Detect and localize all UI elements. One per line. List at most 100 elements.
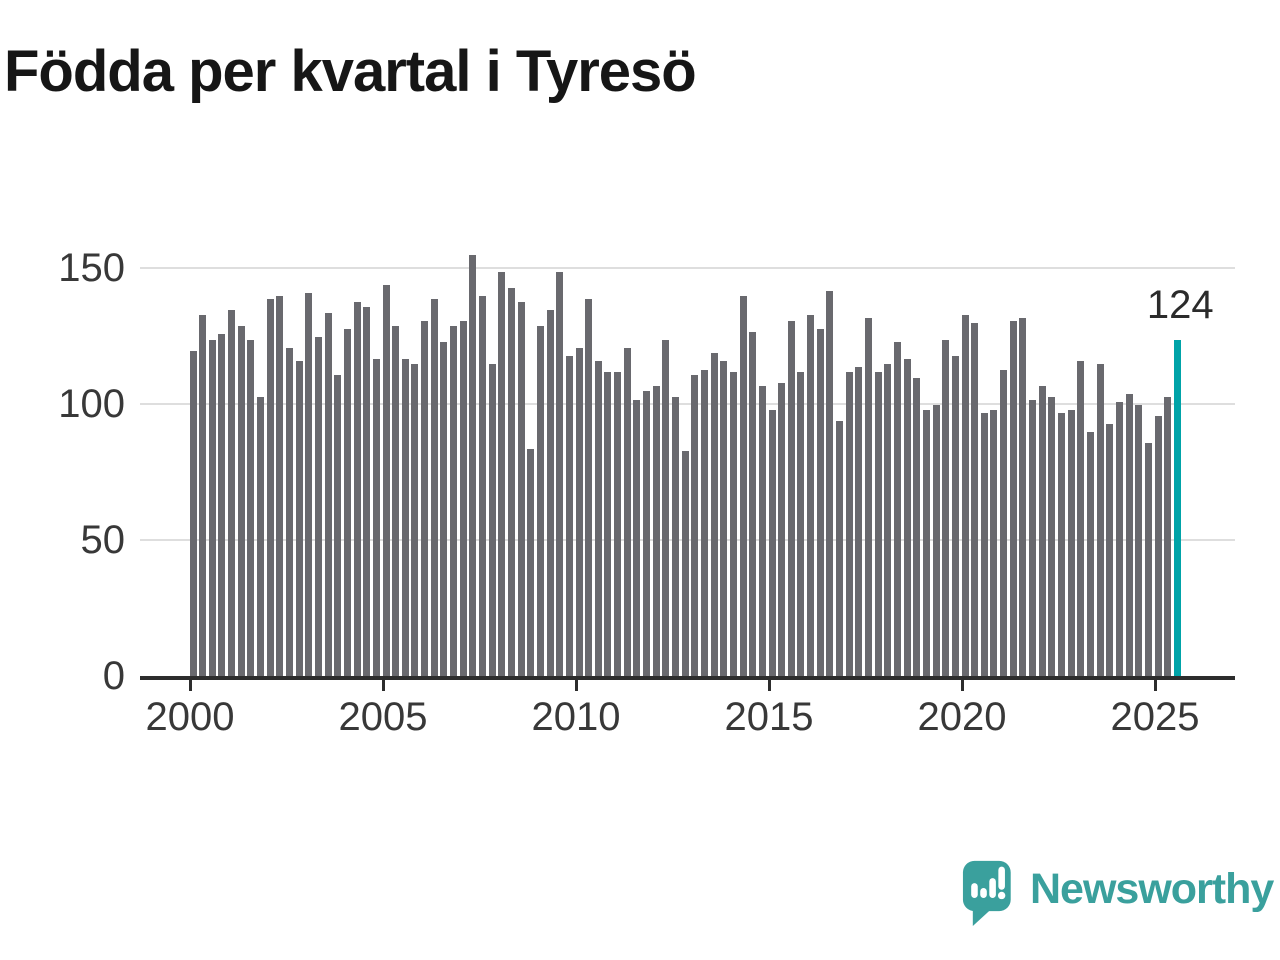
bar-2016-q4	[836, 421, 844, 677]
bar-2022-q4	[1067, 410, 1075, 677]
x-tick-2005	[381, 678, 385, 691]
bar-2014-q2	[739, 296, 747, 677]
brand-name: Newsworthy	[1030, 864, 1274, 913]
bar-2022-q1	[1038, 386, 1046, 677]
bar-2013-q2	[700, 370, 708, 677]
bar-2008-q4	[527, 449, 535, 677]
bar-2004-q2	[353, 302, 361, 677]
bar-2019-q1	[922, 410, 930, 677]
highlight-value-label: 124	[1146, 283, 1214, 327]
bar-2017-q3	[865, 318, 872, 677]
bar-2018-q3	[903, 359, 911, 677]
bar-2002-q4	[295, 361, 303, 677]
bar-2000-q2	[199, 315, 207, 677]
bar-2020-q2	[971, 323, 979, 677]
bar-2024-q1	[1115, 402, 1123, 677]
bar-2007-q3	[479, 296, 486, 677]
bar-2001-q4	[257, 397, 265, 677]
y-tick-label-100: 100	[58, 382, 125, 426]
x-tick-label-2000: 2000	[145, 695, 235, 739]
bar-2004-q1	[343, 329, 351, 677]
bar-2006-q1	[421, 321, 429, 677]
newsworthy-logo-icon	[962, 860, 1011, 926]
bar-2001-q1	[228, 310, 236, 677]
bar-2005-q3	[401, 359, 409, 677]
gridline-150	[140, 267, 1235, 269]
bar-2024-q2	[1125, 394, 1133, 677]
y-tick-label-150: 150	[58, 246, 125, 290]
x-tick-2010	[574, 678, 578, 691]
bar-2012-q2	[662, 340, 670, 677]
bar-2008-q3	[517, 302, 525, 677]
bar-2002-q1	[266, 299, 274, 677]
bar-2009-q1	[536, 326, 544, 677]
bar-2015-q1	[768, 410, 776, 677]
bar-2012-q4	[681, 451, 689, 677]
bar-2015-q2	[778, 383, 786, 677]
bar-2011-q2	[623, 348, 631, 677]
bar-2020-q4	[990, 410, 998, 677]
bar-2010-q1	[575, 348, 583, 677]
bar-2007-q1	[459, 321, 467, 677]
y-tick-label-0: 0	[102, 654, 125, 698]
bar-2006-q2	[430, 299, 438, 677]
x-axis-line	[140, 676, 1235, 680]
bar-2022-q3	[1058, 413, 1065, 677]
bar-2001-q3	[247, 340, 255, 677]
bar-2009-q4	[565, 356, 573, 677]
bar-2006-q3	[440, 342, 448, 677]
bar-2003-q4	[334, 375, 342, 677]
brand-footer: Newsworthy	[958, 858, 1274, 928]
x-tick-label-2020: 2020	[917, 695, 1007, 739]
bar-2016-q2	[816, 329, 824, 677]
bar-2015-q4	[797, 372, 805, 677]
bar-2011-q3	[633, 400, 641, 677]
bar-2012-q3	[672, 397, 679, 677]
bar-2003-q2	[314, 337, 322, 677]
bar-2002-q2	[276, 296, 284, 677]
bar-2005-q2	[392, 326, 400, 677]
bar-2010-q3	[594, 361, 602, 677]
bar-2016-q3	[826, 291, 834, 677]
bar-2013-q4	[720, 361, 728, 677]
x-tick-label-2015: 2015	[724, 695, 814, 739]
bar-2023-q3	[1096, 364, 1104, 677]
bar-2025-q3	[1173, 340, 1181, 677]
bar-2001-q2	[237, 326, 245, 677]
bar-2003-q3	[324, 313, 332, 677]
bar-2020-q1	[961, 315, 969, 677]
bar-2024-q3	[1135, 405, 1143, 677]
bar-2009-q2	[546, 310, 554, 677]
bar-2000-q4	[218, 334, 226, 677]
x-tick-2015	[767, 678, 771, 691]
bar-2013-q3	[710, 353, 718, 677]
bar-2005-q4	[411, 364, 419, 677]
bar-2010-q4	[604, 372, 612, 677]
bar-2006-q4	[450, 326, 458, 677]
bar-2021-q1	[1000, 370, 1008, 677]
x-tick-2020	[960, 678, 964, 691]
bar-2008-q1	[498, 272, 506, 677]
bar-2025-q1	[1154, 416, 1162, 677]
x-tick-2025	[1153, 678, 1157, 691]
bar-2017-q1	[845, 372, 853, 677]
bar-2010-q2	[585, 299, 593, 677]
bar-2014-q4	[758, 386, 766, 677]
bar-2009-q3	[556, 272, 564, 677]
bar-2014-q1	[729, 372, 737, 677]
plot-area: 0 50 100 150 124 2000 2005 2010 2015 2020 2025	[58, 248, 1235, 739]
bar-2007-q2	[469, 255, 477, 677]
bar-2004-q4	[372, 359, 380, 677]
bar-2018-q2	[893, 342, 901, 677]
x-tick-label-2025: 2025	[1110, 695, 1200, 739]
chart-title: Födda per kvartal i Tyresö	[4, 39, 697, 104]
bar-2018-q1	[884, 364, 892, 677]
bar-2003-q1	[305, 293, 313, 677]
bar-2012-q1	[652, 386, 660, 677]
bar-2014-q3	[749, 332, 757, 677]
bar-2017-q4	[874, 372, 882, 677]
bar-2016-q1	[807, 315, 815, 677]
bar-2000-q1	[189, 351, 197, 677]
bar-2019-q2	[932, 405, 940, 677]
bar-2023-q2	[1086, 432, 1094, 677]
